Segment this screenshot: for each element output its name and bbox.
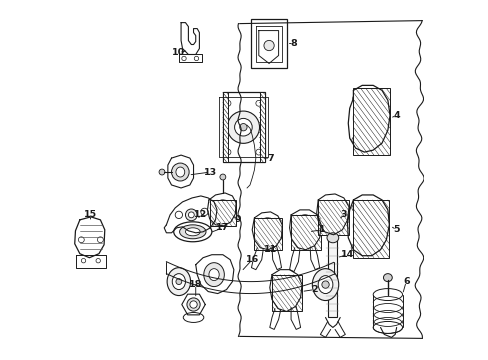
Ellipse shape (172, 274, 185, 289)
Circle shape (378, 244, 385, 251)
Ellipse shape (372, 289, 402, 301)
Circle shape (352, 95, 359, 102)
Ellipse shape (353, 207, 384, 245)
Ellipse shape (312, 269, 338, 301)
Bar (353, 88, 389, 155)
Text: 4: 4 (392, 111, 399, 120)
Text: 14: 14 (340, 250, 353, 259)
Bar (353, 200, 388, 258)
Circle shape (224, 100, 230, 106)
Circle shape (176, 279, 182, 284)
Ellipse shape (372, 321, 402, 333)
Circle shape (182, 56, 186, 61)
Ellipse shape (214, 200, 231, 220)
Text: 12: 12 (194, 210, 207, 219)
Text: 6: 6 (402, 277, 408, 286)
Text: 10: 10 (172, 48, 185, 57)
Circle shape (81, 258, 85, 263)
Ellipse shape (299, 222, 309, 234)
Text: 17: 17 (216, 223, 229, 232)
Ellipse shape (183, 312, 203, 323)
Ellipse shape (167, 268, 190, 296)
Ellipse shape (173, 222, 211, 242)
Text: 16: 16 (245, 255, 258, 264)
Text: 11: 11 (264, 245, 277, 254)
Circle shape (188, 212, 194, 218)
Circle shape (220, 174, 225, 180)
Ellipse shape (274, 276, 296, 302)
Circle shape (378, 95, 385, 102)
Ellipse shape (257, 218, 277, 242)
Ellipse shape (179, 225, 205, 239)
Circle shape (78, 237, 84, 243)
Circle shape (185, 209, 197, 221)
Ellipse shape (171, 163, 189, 181)
Ellipse shape (353, 98, 385, 138)
Bar (259, 92, 264, 162)
Bar (271, 275, 302, 311)
Circle shape (321, 281, 328, 288)
Ellipse shape (293, 215, 315, 241)
Ellipse shape (176, 167, 184, 177)
Ellipse shape (322, 203, 343, 227)
Circle shape (378, 136, 386, 144)
Text: 7: 7 (266, 154, 273, 163)
Bar (223, 92, 227, 162)
Circle shape (234, 118, 252, 136)
Circle shape (159, 169, 164, 175)
Text: 1: 1 (318, 225, 325, 234)
Text: 5: 5 (393, 225, 399, 234)
Bar (250, 19, 286, 68)
Circle shape (255, 100, 261, 106)
Ellipse shape (327, 209, 337, 221)
Bar (254, 218, 282, 250)
Text: 2: 2 (310, 285, 317, 294)
Circle shape (378, 204, 385, 212)
Text: 8: 8 (290, 39, 297, 48)
Circle shape (224, 149, 230, 155)
Text: 9: 9 (234, 215, 241, 224)
Bar (290, 215, 321, 250)
Ellipse shape (208, 269, 219, 280)
Circle shape (255, 149, 261, 155)
Ellipse shape (185, 228, 200, 236)
Text: 18: 18 (189, 280, 202, 289)
Bar (223, 92, 264, 162)
Circle shape (239, 123, 246, 131)
Circle shape (186, 298, 200, 311)
Ellipse shape (203, 263, 224, 287)
Bar (328, 238, 337, 318)
Circle shape (175, 211, 182, 219)
Circle shape (201, 208, 208, 216)
Ellipse shape (262, 224, 272, 236)
Circle shape (351, 136, 359, 144)
Ellipse shape (383, 274, 391, 282)
Ellipse shape (280, 284, 290, 296)
Circle shape (264, 40, 274, 51)
Circle shape (194, 56, 198, 61)
Circle shape (350, 244, 358, 251)
Circle shape (351, 204, 359, 212)
Text: 3: 3 (340, 210, 346, 219)
Circle shape (227, 111, 259, 143)
Circle shape (189, 301, 197, 308)
Ellipse shape (326, 233, 338, 243)
Text: 13: 13 (203, 167, 217, 176)
Bar (318, 200, 348, 235)
Ellipse shape (361, 108, 377, 128)
Circle shape (96, 258, 100, 263)
Ellipse shape (361, 217, 375, 235)
Ellipse shape (218, 205, 227, 215)
Bar (209, 200, 236, 226)
Ellipse shape (318, 276, 332, 293)
Text: 15: 15 (84, 210, 97, 219)
Circle shape (97, 237, 103, 243)
